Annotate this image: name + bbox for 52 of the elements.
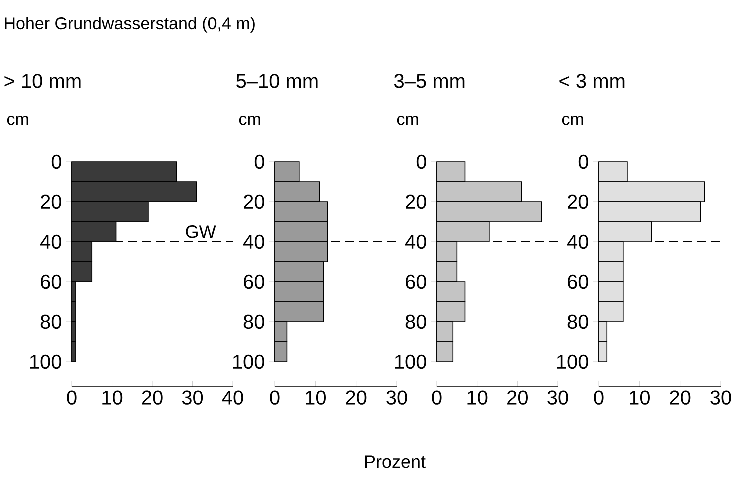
y-tick-label: 80	[568, 314, 588, 330]
x-tick-label: 10	[468, 390, 488, 405]
y-tick-label: 40	[405, 234, 426, 250]
y-tick-label: 0	[52, 154, 62, 170]
x-tick-label: 30	[548, 390, 568, 405]
x-tick-label: 30	[182, 390, 204, 405]
y-tick-label: 0	[578, 154, 588, 170]
ref-line-label: GW	[186, 226, 216, 238]
y-tick-label: 60	[244, 274, 264, 290]
y-tick-label: 40	[243, 234, 264, 250]
text: Hoher Grundwasserstand (0,4 m)	[5, 17, 255, 33]
x-tick-label: 40	[222, 390, 244, 405]
x-tick-label: 0	[67, 390, 77, 405]
y-tick-label: 100	[395, 354, 426, 370]
y-tick-label: 40	[40, 234, 62, 250]
x-tick-label: 20	[142, 390, 163, 405]
x-tick-label: 0	[594, 390, 604, 405]
y-axis-title: cm	[239, 116, 260, 126]
x-tick-label: 30	[386, 390, 408, 405]
y-tick-label: 60	[568, 274, 588, 290]
y-tick-label: 0	[254, 154, 264, 170]
chart-title: 3–5 mm	[394, 74, 465, 88]
y-tick-label: 20	[406, 194, 426, 210]
chart-title: > 10 mm	[4, 74, 81, 88]
x-tick-label: 10	[630, 390, 650, 405]
y-tick-label: 20	[568, 194, 588, 210]
y-tick-label: 100	[30, 354, 62, 370]
y-tick-label: 60	[406, 274, 426, 290]
x-tick-label: 10	[102, 390, 123, 405]
y-tick-label: 80	[40, 314, 62, 330]
y-axis-title: cm	[7, 116, 28, 126]
y-axis-title: cm	[562, 116, 584, 126]
chart-title: 5–10 mm	[236, 74, 318, 88]
x-tick-label: 0	[432, 390, 442, 405]
x-tick-label: 20	[346, 390, 367, 405]
x-tick-label: 20	[508, 390, 528, 405]
y-axis-title: cm	[397, 116, 418, 126]
y-tick-label: 80	[244, 314, 264, 330]
y-tick-label: 60	[41, 274, 62, 290]
x-tick-label: 10	[306, 390, 326, 405]
y-tick-label: 40	[567, 234, 588, 250]
x-tick-label: 20	[670, 390, 691, 405]
y-tick-label: 20	[41, 194, 62, 210]
x-tick-label: 0	[270, 390, 280, 405]
y-tick-label: 20	[244, 194, 264, 210]
y-tick-label: 100	[233, 354, 264, 370]
x-tick-label: 30	[710, 390, 732, 405]
chart-title: < 3 mm	[560, 74, 625, 88]
y-tick-label: 100	[557, 354, 588, 370]
y-tick-label: 80	[406, 314, 426, 330]
y-tick-label: 0	[416, 154, 426, 170]
x-axis-title: Prozent	[365, 456, 426, 468]
